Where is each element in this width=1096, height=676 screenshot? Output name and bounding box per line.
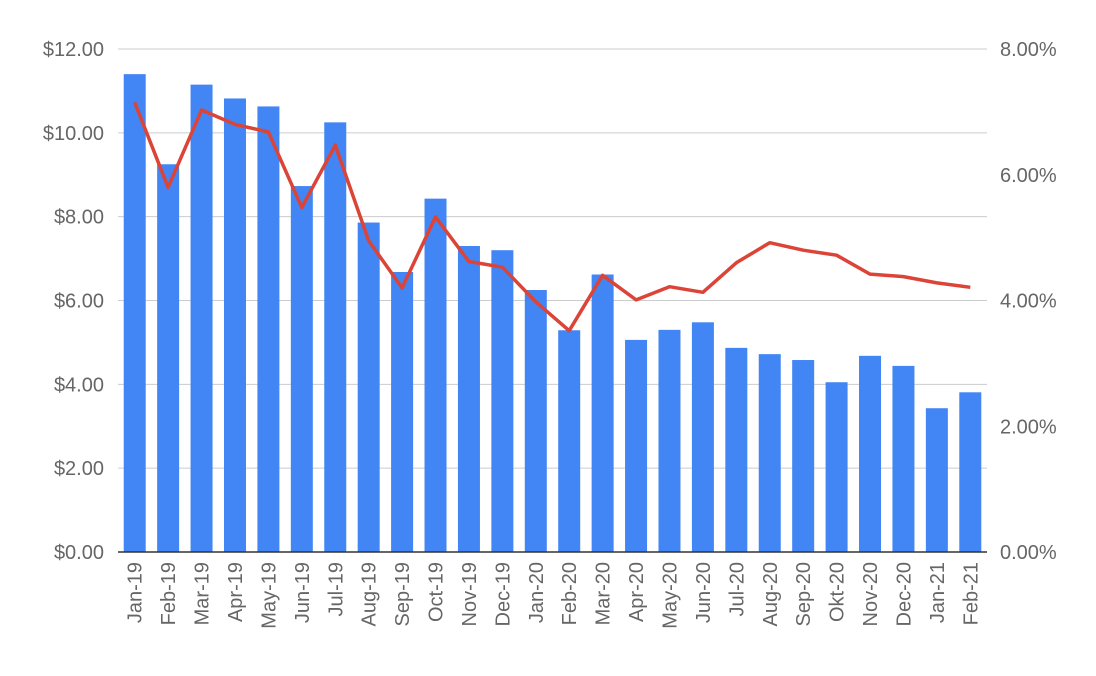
- left-tick-label: $2.00: [54, 458, 104, 480]
- x-tick-label: Nov-20: [860, 562, 882, 626]
- bar: [725, 347, 748, 552]
- right-tick-label: 8.00%: [1000, 39, 1057, 61]
- bar: [290, 186, 313, 552]
- x-tick-label: Jan-21: [927, 562, 949, 623]
- x-tick-label: Jan-20: [526, 562, 548, 623]
- line-series-path: [133, 101, 971, 333]
- bar: [558, 330, 581, 552]
- x-tick-label: Jul-19: [325, 562, 347, 616]
- x-tick-label: May-19: [258, 562, 280, 629]
- left-y-axis-ticks: $0.00 $2.00 $4.00 $6.00 $8.00 $10.00 $12.00: [43, 39, 104, 564]
- left-tick-label: $6.00: [54, 291, 104, 313]
- x-tick-label: Jun-19: [292, 562, 314, 623]
- x-tick-label: May-20: [659, 562, 681, 629]
- bar: [625, 339, 648, 552]
- x-tick-label: Okt-20: [827, 562, 849, 622]
- x-tick-label: Dec-19: [492, 562, 514, 626]
- bar: [223, 98, 246, 552]
- bar: [925, 408, 948, 552]
- right-tick-label: 6.00%: [1000, 165, 1057, 187]
- bar: [190, 84, 213, 553]
- bar: [391, 271, 414, 552]
- bar: [792, 360, 815, 552]
- x-tick-label: Jul-20: [726, 562, 748, 616]
- left-tick-label: $4.00: [54, 374, 104, 396]
- right-tick-label: 0.00%: [1000, 542, 1057, 564]
- line-series: [133, 101, 971, 333]
- bar: [257, 106, 280, 552]
- x-tick-label: Sep-20: [793, 562, 815, 627]
- bar: [825, 382, 848, 552]
- x-tick-label: Feb-20: [559, 562, 581, 625]
- x-tick-label: Apr-19: [225, 562, 247, 622]
- x-tick-label: Apr-20: [626, 562, 648, 622]
- bar: [491, 250, 514, 552]
- bar: [123, 74, 146, 553]
- right-y-axis-ticks: 0.00% 2.00% 4.00% 6.00% 8.00%: [1000, 39, 1057, 564]
- bar-series: [123, 74, 982, 553]
- x-tick-label: Aug-20: [760, 562, 782, 627]
- left-tick-label: $0.00: [54, 542, 104, 564]
- x-tick-label: Jun-20: [693, 562, 715, 623]
- bar: [892, 365, 915, 552]
- left-tick-label: $8.00: [54, 207, 104, 229]
- left-tick-label: $12.00: [43, 39, 104, 61]
- left-tick-label: $10.00: [43, 123, 104, 145]
- x-tick-label: Feb-21: [960, 562, 982, 625]
- bar: [591, 274, 614, 552]
- x-tick-label: Dec-20: [893, 562, 915, 626]
- bar: [758, 354, 781, 552]
- bar: [424, 198, 447, 552]
- x-tick-label: Oct-19: [426, 562, 448, 622]
- bar: [859, 355, 882, 552]
- bar: [658, 329, 681, 552]
- bar: [691, 322, 714, 552]
- bar: [357, 222, 380, 552]
- bar: [324, 122, 347, 553]
- bar: [524, 290, 547, 552]
- gridlines: [118, 48, 987, 469]
- x-tick-label: Sep-19: [392, 562, 414, 627]
- x-axis-ticks: Jan-19 Feb-19 Mar-19 Apr-19 May-19 Jun-19 Jul-…: [125, 562, 983, 629]
- x-tick-label: Feb-19: [158, 562, 180, 625]
- bar: [457, 246, 480, 552]
- right-tick-label: 2.00%: [1000, 416, 1057, 438]
- x-tick-label: Mar-19: [192, 562, 214, 625]
- bar: [157, 164, 180, 553]
- right-tick-label: 4.00%: [1000, 291, 1057, 313]
- x-tick-label: Nov-19: [459, 562, 481, 626]
- x-tick-label: Aug-19: [359, 562, 381, 627]
- bar: [959, 392, 982, 552]
- x-tick-label: Jan-19: [125, 562, 147, 623]
- x-tick-label: Mar-20: [593, 562, 615, 625]
